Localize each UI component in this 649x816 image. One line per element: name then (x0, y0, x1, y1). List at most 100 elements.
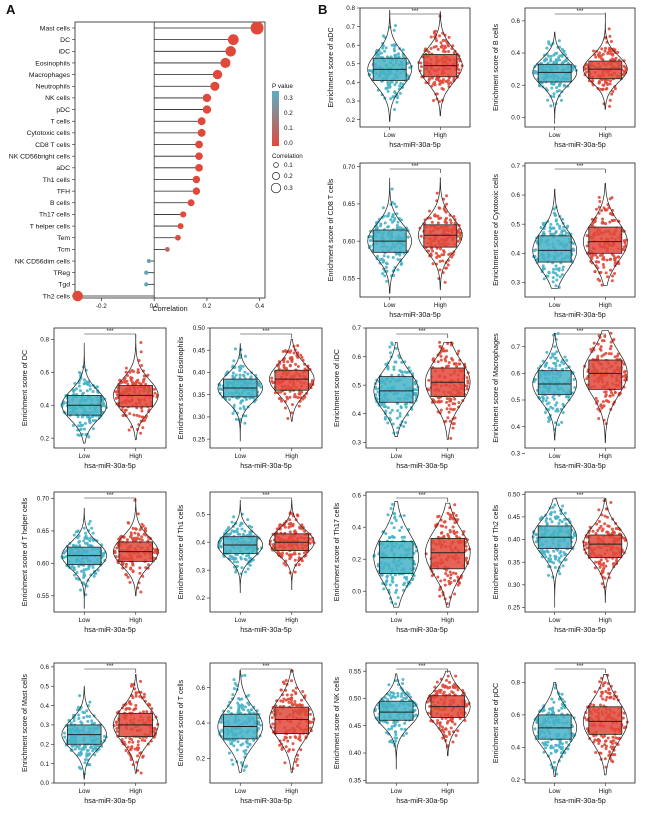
lollipop-category-label: aDC (56, 165, 70, 172)
violin-point (443, 578, 447, 582)
violin-point (297, 552, 301, 556)
violin-point (556, 359, 560, 363)
violin-point (385, 580, 389, 584)
violin-point (129, 566, 133, 570)
violin-y-axis-label: Enrichment score of Th1 cells (176, 504, 185, 599)
violin-point (244, 414, 248, 418)
violin-point (78, 389, 82, 393)
violin-point (549, 405, 553, 409)
violin-point (393, 107, 397, 111)
violin-point (443, 280, 447, 284)
violin-point (220, 717, 224, 721)
violin-point (245, 554, 249, 558)
violin-point (552, 53, 556, 57)
significance-label: *** (576, 164, 584, 170)
violin-point (402, 424, 406, 428)
violin-point (383, 415, 387, 419)
violin-point (458, 231, 462, 235)
violin-point (561, 411, 565, 415)
violin-point (436, 47, 440, 51)
lollipop-point (177, 223, 184, 230)
violin-x-tick-label: High (129, 788, 142, 795)
violin-y-tick-label: 0.4 (511, 424, 520, 431)
violin-point (437, 514, 441, 518)
violin-point (86, 537, 90, 541)
violin-point (219, 545, 223, 549)
violin-point (623, 70, 627, 74)
violin-point (608, 47, 612, 51)
violin-point (388, 411, 392, 415)
violin-point (448, 528, 452, 532)
violin-point (607, 400, 611, 404)
violin-point (454, 513, 458, 517)
violin-point (448, 517, 452, 521)
violin-point (385, 262, 389, 266)
violin-point (558, 58, 562, 62)
violin-point (136, 754, 140, 758)
violin-point (413, 388, 417, 392)
violin-point (451, 402, 455, 406)
violin-point (616, 50, 620, 54)
violin-point (287, 748, 291, 752)
violin-point (139, 341, 143, 345)
violin-point (298, 735, 302, 739)
violin-point (136, 739, 140, 743)
violin-point (233, 347, 237, 351)
violin-point (558, 226, 562, 230)
panel-letter-b: B (318, 2, 327, 17)
violin-y-tick-label: 0.0 (511, 115, 520, 122)
violin-point (608, 34, 612, 38)
violin-point (446, 511, 450, 515)
violin-point (386, 89, 390, 93)
violin-point (291, 689, 295, 693)
violin-point (240, 527, 244, 531)
violin-x-tick-label: Low (234, 453, 246, 460)
violin-point (542, 53, 546, 57)
violin-point (83, 541, 87, 545)
violin-point (548, 554, 552, 558)
violin-point (388, 351, 392, 355)
violin-point (448, 213, 452, 217)
violin-point (594, 560, 598, 564)
violin-point (246, 708, 250, 712)
violin-point (447, 361, 451, 365)
violin-point (552, 333, 556, 337)
lollipop-category-label: iDC (59, 49, 70, 56)
violin-x-tick-label: Low (549, 617, 561, 624)
violin-point (431, 262, 435, 266)
violin-y-axis-label: Enrichment score of T helper cells (20, 497, 29, 606)
violin-x-tick-label: High (285, 453, 298, 460)
violin-point (561, 265, 565, 269)
violin-point (290, 693, 294, 697)
violin-point (79, 752, 83, 756)
violin-point (233, 529, 237, 533)
violin-y-tick-label: 0.6 (511, 371, 520, 378)
violin-x-axis-label: hsa-miR-30a-5p (554, 461, 606, 470)
violin-y-tick-label: 0.3 (346, 98, 355, 105)
violin-point (456, 518, 460, 522)
violin-point (608, 98, 612, 102)
violin-point (453, 592, 457, 596)
violin-point (385, 55, 389, 59)
violin-point (601, 570, 605, 574)
violin-point (614, 56, 618, 60)
violin-plot-frame (524, 7, 636, 128)
violin-point (383, 274, 387, 278)
violin-x-tick-label: Low (78, 788, 90, 795)
violin-point (447, 49, 451, 53)
violin-point (85, 754, 89, 758)
violin-point (555, 401, 559, 405)
lollipop-category-label: B cells (50, 200, 71, 207)
violin-point (604, 46, 608, 50)
violin-point (279, 688, 283, 692)
violin-point (611, 562, 615, 566)
violin-point (553, 352, 557, 356)
violin-point (435, 191, 439, 195)
violin-point (396, 257, 400, 261)
violin-point (541, 266, 545, 270)
violin-point (560, 47, 564, 51)
violin-point (449, 81, 453, 85)
violin-point (452, 422, 456, 426)
violin-point (398, 84, 402, 88)
violin-point (553, 271, 557, 275)
